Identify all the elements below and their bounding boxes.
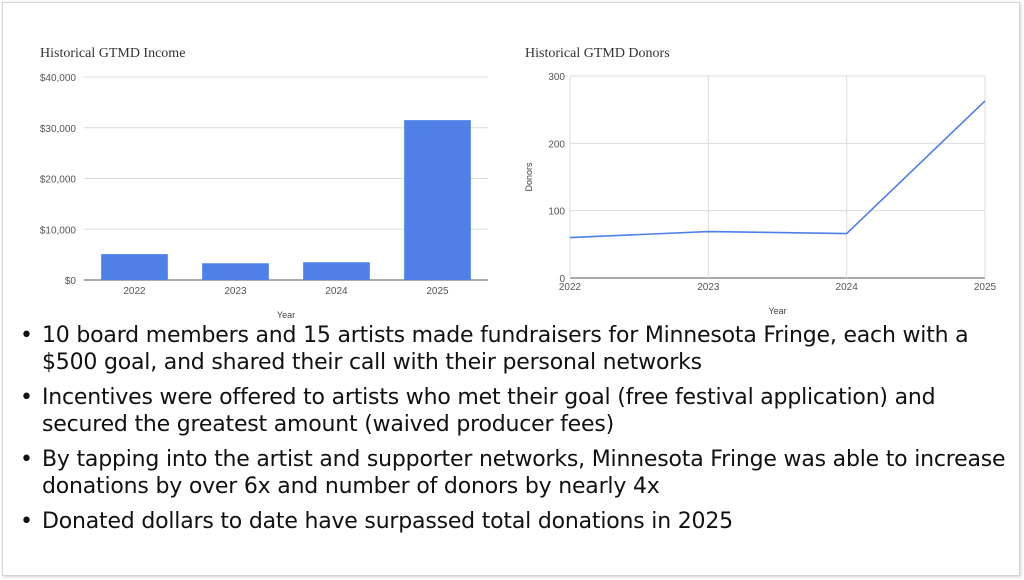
- y-tick-label: $0: [65, 276, 77, 287]
- bullet-item: • Incentives were offered to artists who …: [18, 384, 1008, 438]
- y-tick-label: 100: [548, 207, 565, 218]
- bar: [101, 254, 168, 280]
- y-axis-label: Donors: [524, 162, 534, 192]
- donors-chart: 0 100 200 300 2022 2023 2024 2025 Donors Year: [524, 72, 997, 316]
- bar: [303, 262, 370, 280]
- x-axis-label: Year: [768, 306, 786, 316]
- x-tick-label: 2025: [974, 282, 997, 293]
- donors-chart-title: Historical GTMD Donors: [525, 46, 670, 61]
- bullet-item: • By tapping into the artist and supporte…: [18, 446, 1008, 500]
- y-tick-label: $40,000: [40, 73, 77, 84]
- bullet-text: By tapping into the artist and supporter…: [42, 447, 1006, 499]
- bullet-item: • 10 board members and 15 artists made fu…: [18, 322, 1008, 376]
- y-tick-label: 0: [559, 274, 565, 285]
- y-tick-label: 300: [548, 72, 565, 83]
- bullet-list: • 10 board members and 15 artists made fu…: [18, 322, 1008, 543]
- x-tick-label: 2022: [123, 286, 146, 297]
- series-line: [569, 100, 986, 239]
- x-tick-label: 2023: [224, 286, 247, 297]
- bullet-dot: •: [20, 509, 33, 534]
- bullet-text: 10 board members and 15 artists made fun…: [42, 323, 969, 375]
- bullet-dot: •: [20, 385, 33, 410]
- income-chart-title: Historical GTMD Income: [40, 46, 186, 61]
- y-tick-label: $20,000: [40, 175, 77, 186]
- bullet-dot: •: [20, 323, 33, 348]
- x-tick-label: 2024: [836, 282, 859, 293]
- bullet-item: • Donated dollars to date have surpassed …: [18, 508, 1008, 535]
- bullet-text: Incentives were offered to artists who m…: [42, 385, 936, 437]
- bullet-text: Donated dollars to date have surpassed t…: [42, 509, 733, 534]
- x-tick-label: 2025: [426, 286, 449, 297]
- x-tick-label: 2024: [325, 286, 348, 297]
- x-tick-label: 2022: [559, 282, 582, 293]
- y-tick-label: 200: [548, 139, 565, 150]
- x-tick-label: 2023: [697, 282, 720, 293]
- x-axis-label: Year: [277, 310, 295, 320]
- bar: [202, 263, 269, 280]
- bullet-dot: •: [20, 447, 33, 472]
- income-chart: $0 $10,000 $20,000 $30,000 $40,000 2022 2023 20…: [40, 73, 488, 320]
- bar: [404, 120, 471, 280]
- y-tick-label: $30,000: [40, 124, 77, 135]
- y-tick-label: $10,000: [40, 225, 77, 236]
